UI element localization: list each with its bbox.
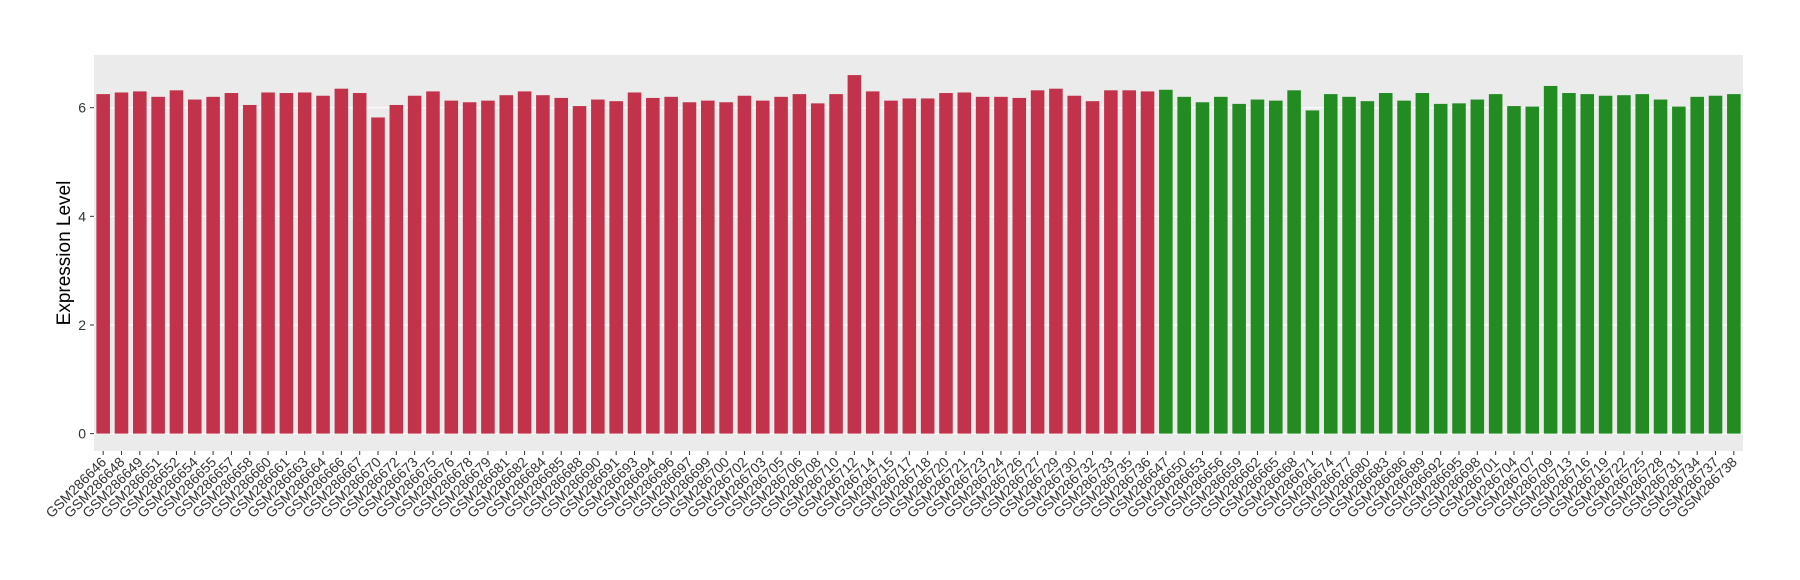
bar [371, 117, 385, 434]
bar [572, 106, 587, 434]
bar [939, 93, 953, 434]
bar [279, 93, 294, 434]
bar [133, 91, 147, 434]
bar [646, 97, 660, 434]
bar [591, 99, 605, 434]
bar [1360, 101, 1375, 434]
bar [96, 94, 110, 434]
bar [920, 98, 935, 434]
bar [1397, 100, 1411, 434]
bar [1085, 101, 1100, 434]
bar [1140, 91, 1155, 434]
bar [719, 102, 733, 434]
bar [1708, 95, 1723, 434]
bar [1030, 90, 1045, 434]
bar [1159, 89, 1173, 434]
bar [1177, 96, 1191, 434]
bar [499, 95, 514, 434]
bar [224, 93, 239, 434]
bar [994, 96, 1008, 434]
bar [1122, 90, 1136, 434]
bar [407, 95, 422, 434]
bar [1543, 85, 1558, 434]
bar [151, 96, 165, 434]
bar [701, 100, 715, 434]
bar [1415, 93, 1430, 434]
bar [1452, 103, 1466, 434]
bar [1562, 93, 1576, 434]
bar [1598, 95, 1613, 434]
bar [847, 75, 862, 434]
bar [554, 97, 568, 434]
bar [865, 91, 880, 434]
bar [1195, 102, 1210, 434]
bar [609, 101, 623, 434]
bar [1635, 94, 1650, 434]
bar [517, 91, 532, 434]
bar [1287, 90, 1301, 434]
bar [1342, 96, 1356, 434]
bar [261, 92, 275, 434]
bar [536, 95, 550, 434]
bar [755, 100, 770, 434]
bar [737, 95, 752, 434]
bar [1049, 88, 1063, 434]
bar [884, 100, 898, 434]
bar [444, 100, 459, 434]
bar [481, 100, 495, 434]
bar [1323, 94, 1338, 434]
bar [316, 95, 330, 434]
bar [682, 102, 697, 434]
bar [206, 96, 220, 434]
bar [242, 104, 257, 434]
bar [664, 96, 678, 434]
bar [334, 88, 349, 434]
panel [94, 55, 1743, 451]
bar [1488, 94, 1503, 434]
bar [114, 92, 129, 434]
bar [774, 96, 788, 434]
bar [1305, 110, 1320, 434]
bar [975, 96, 990, 434]
bar [810, 103, 825, 434]
bar [1672, 106, 1686, 434]
bar [1617, 95, 1631, 434]
bar [1690, 96, 1704, 434]
bar [1232, 103, 1246, 434]
bar [1269, 100, 1283, 434]
bar [389, 104, 404, 434]
bar [1653, 99, 1668, 434]
y-axis-title: Expression Level [54, 181, 75, 326]
bar [829, 94, 843, 434]
bar [1727, 94, 1741, 434]
bar [297, 92, 312, 434]
bar [1214, 96, 1228, 434]
bar [426, 91, 440, 434]
y-tick-label: 4 [78, 208, 86, 224]
bar [792, 94, 807, 434]
y-tick-label: 2 [78, 317, 86, 333]
bar [1507, 106, 1521, 434]
bar [1525, 106, 1540, 434]
bar [1067, 95, 1082, 434]
bar [627, 92, 642, 434]
bar [1378, 93, 1393, 434]
bar [902, 98, 917, 434]
y-tick-label: 6 [78, 100, 86, 116]
bar [957, 92, 972, 434]
bar [1012, 97, 1027, 434]
bar [1470, 99, 1485, 434]
y-tick-label: 0 [78, 426, 86, 442]
bar [462, 102, 477, 434]
bar [352, 93, 367, 434]
bar [169, 90, 184, 434]
bar [1433, 103, 1448, 434]
bar [1250, 99, 1265, 434]
bar [1104, 90, 1118, 434]
bar [1580, 94, 1595, 434]
bar [187, 99, 202, 434]
